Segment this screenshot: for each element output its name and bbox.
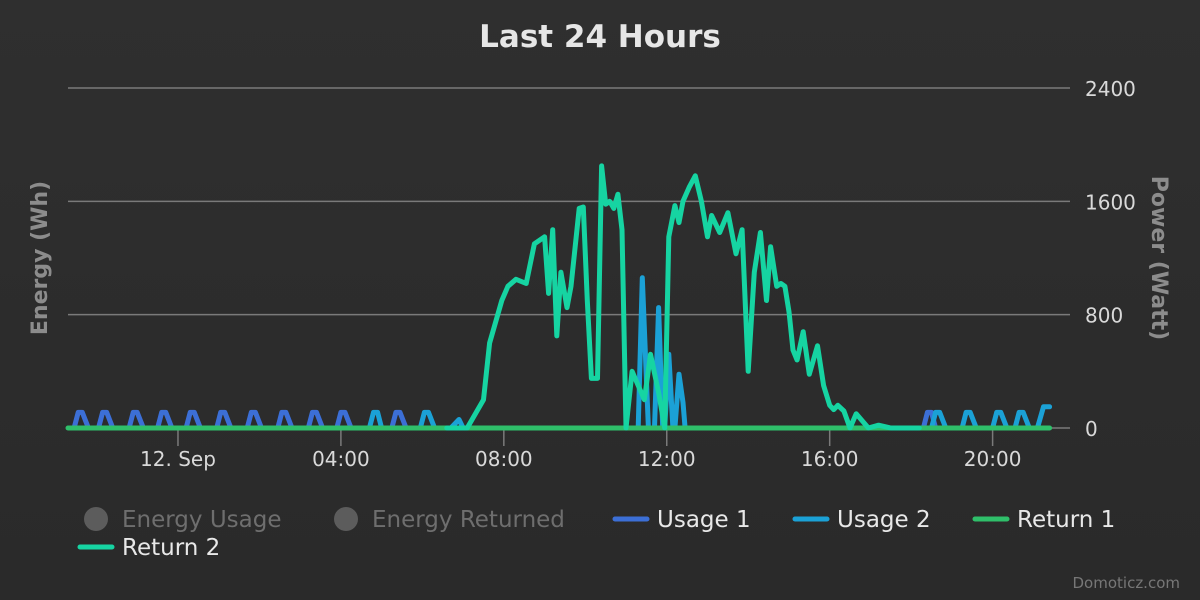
chart-title: Last 24 Hours	[479, 19, 721, 55]
legend-label-usage-2: Usage 2	[837, 507, 931, 533]
y-axis-left-title: Energy (Wh)	[28, 181, 53, 335]
legend-item-usage-1[interactable]: Usage 1	[612, 507, 751, 533]
legend-label-return-2: Return 2	[122, 535, 220, 561]
legend-label-return-1: Return 1	[1017, 507, 1115, 533]
series-lines	[65, 163, 1053, 431]
x-tick-label: 16:00	[801, 447, 859, 471]
x-tick-label: 12:00	[638, 447, 696, 471]
grid	[68, 87, 1070, 429]
legend-label-energy-returned: Energy Returned	[372, 507, 565, 533]
x-tick-label: 04:00	[312, 447, 370, 471]
legend-item-usage-2[interactable]: Usage 2	[792, 507, 931, 533]
legend-item-energy-usage[interactable]: Energy Usage	[84, 507, 282, 533]
y-axis-right-title: Power (Watt)	[1146, 176, 1171, 340]
y-axis-right-ticks: 0 800 1600 2400	[1085, 77, 1136, 441]
legend-marker-energy-returned	[334, 507, 358, 531]
x-tick-label: 12. Sep	[140, 447, 216, 471]
x-axis-ticks: 12. Sep 04:00 08:00 12:00 16:00 20:00	[140, 428, 1021, 471]
legend-label-energy-usage: Energy Usage	[122, 507, 282, 533]
legend-item-energy-returned[interactable]: Energy Returned	[334, 507, 565, 533]
legend-item-return-2[interactable]: Return 2	[77, 535, 220, 561]
legend: Energy Usage Energy Returned Usage 1 Usage …	[77, 507, 1115, 561]
legend-label-usage-1: Usage 1	[657, 507, 751, 533]
y-tick-label: 800	[1085, 304, 1123, 328]
credit-link[interactable]: Domoticz.com	[1073, 574, 1181, 592]
x-tick-label: 20:00	[964, 447, 1022, 471]
series-line-usage-2	[366, 275, 1053, 431]
x-tick-label: 08:00	[475, 447, 533, 471]
y-tick-label: 1600	[1085, 190, 1136, 214]
legend-marker-energy-usage	[84, 507, 108, 531]
legend-item-return-1[interactable]: Return 1	[972, 507, 1115, 533]
y-tick-label: 2400	[1085, 77, 1136, 101]
series-line-return-2	[444, 163, 922, 431]
y-tick-label: 0	[1085, 417, 1098, 441]
